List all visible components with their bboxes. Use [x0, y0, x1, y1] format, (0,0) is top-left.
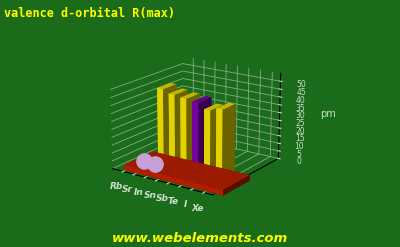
Text: www.webelements.com: www.webelements.com	[112, 231, 288, 245]
Text: valence d-orbital R(max): valence d-orbital R(max)	[4, 7, 175, 21]
